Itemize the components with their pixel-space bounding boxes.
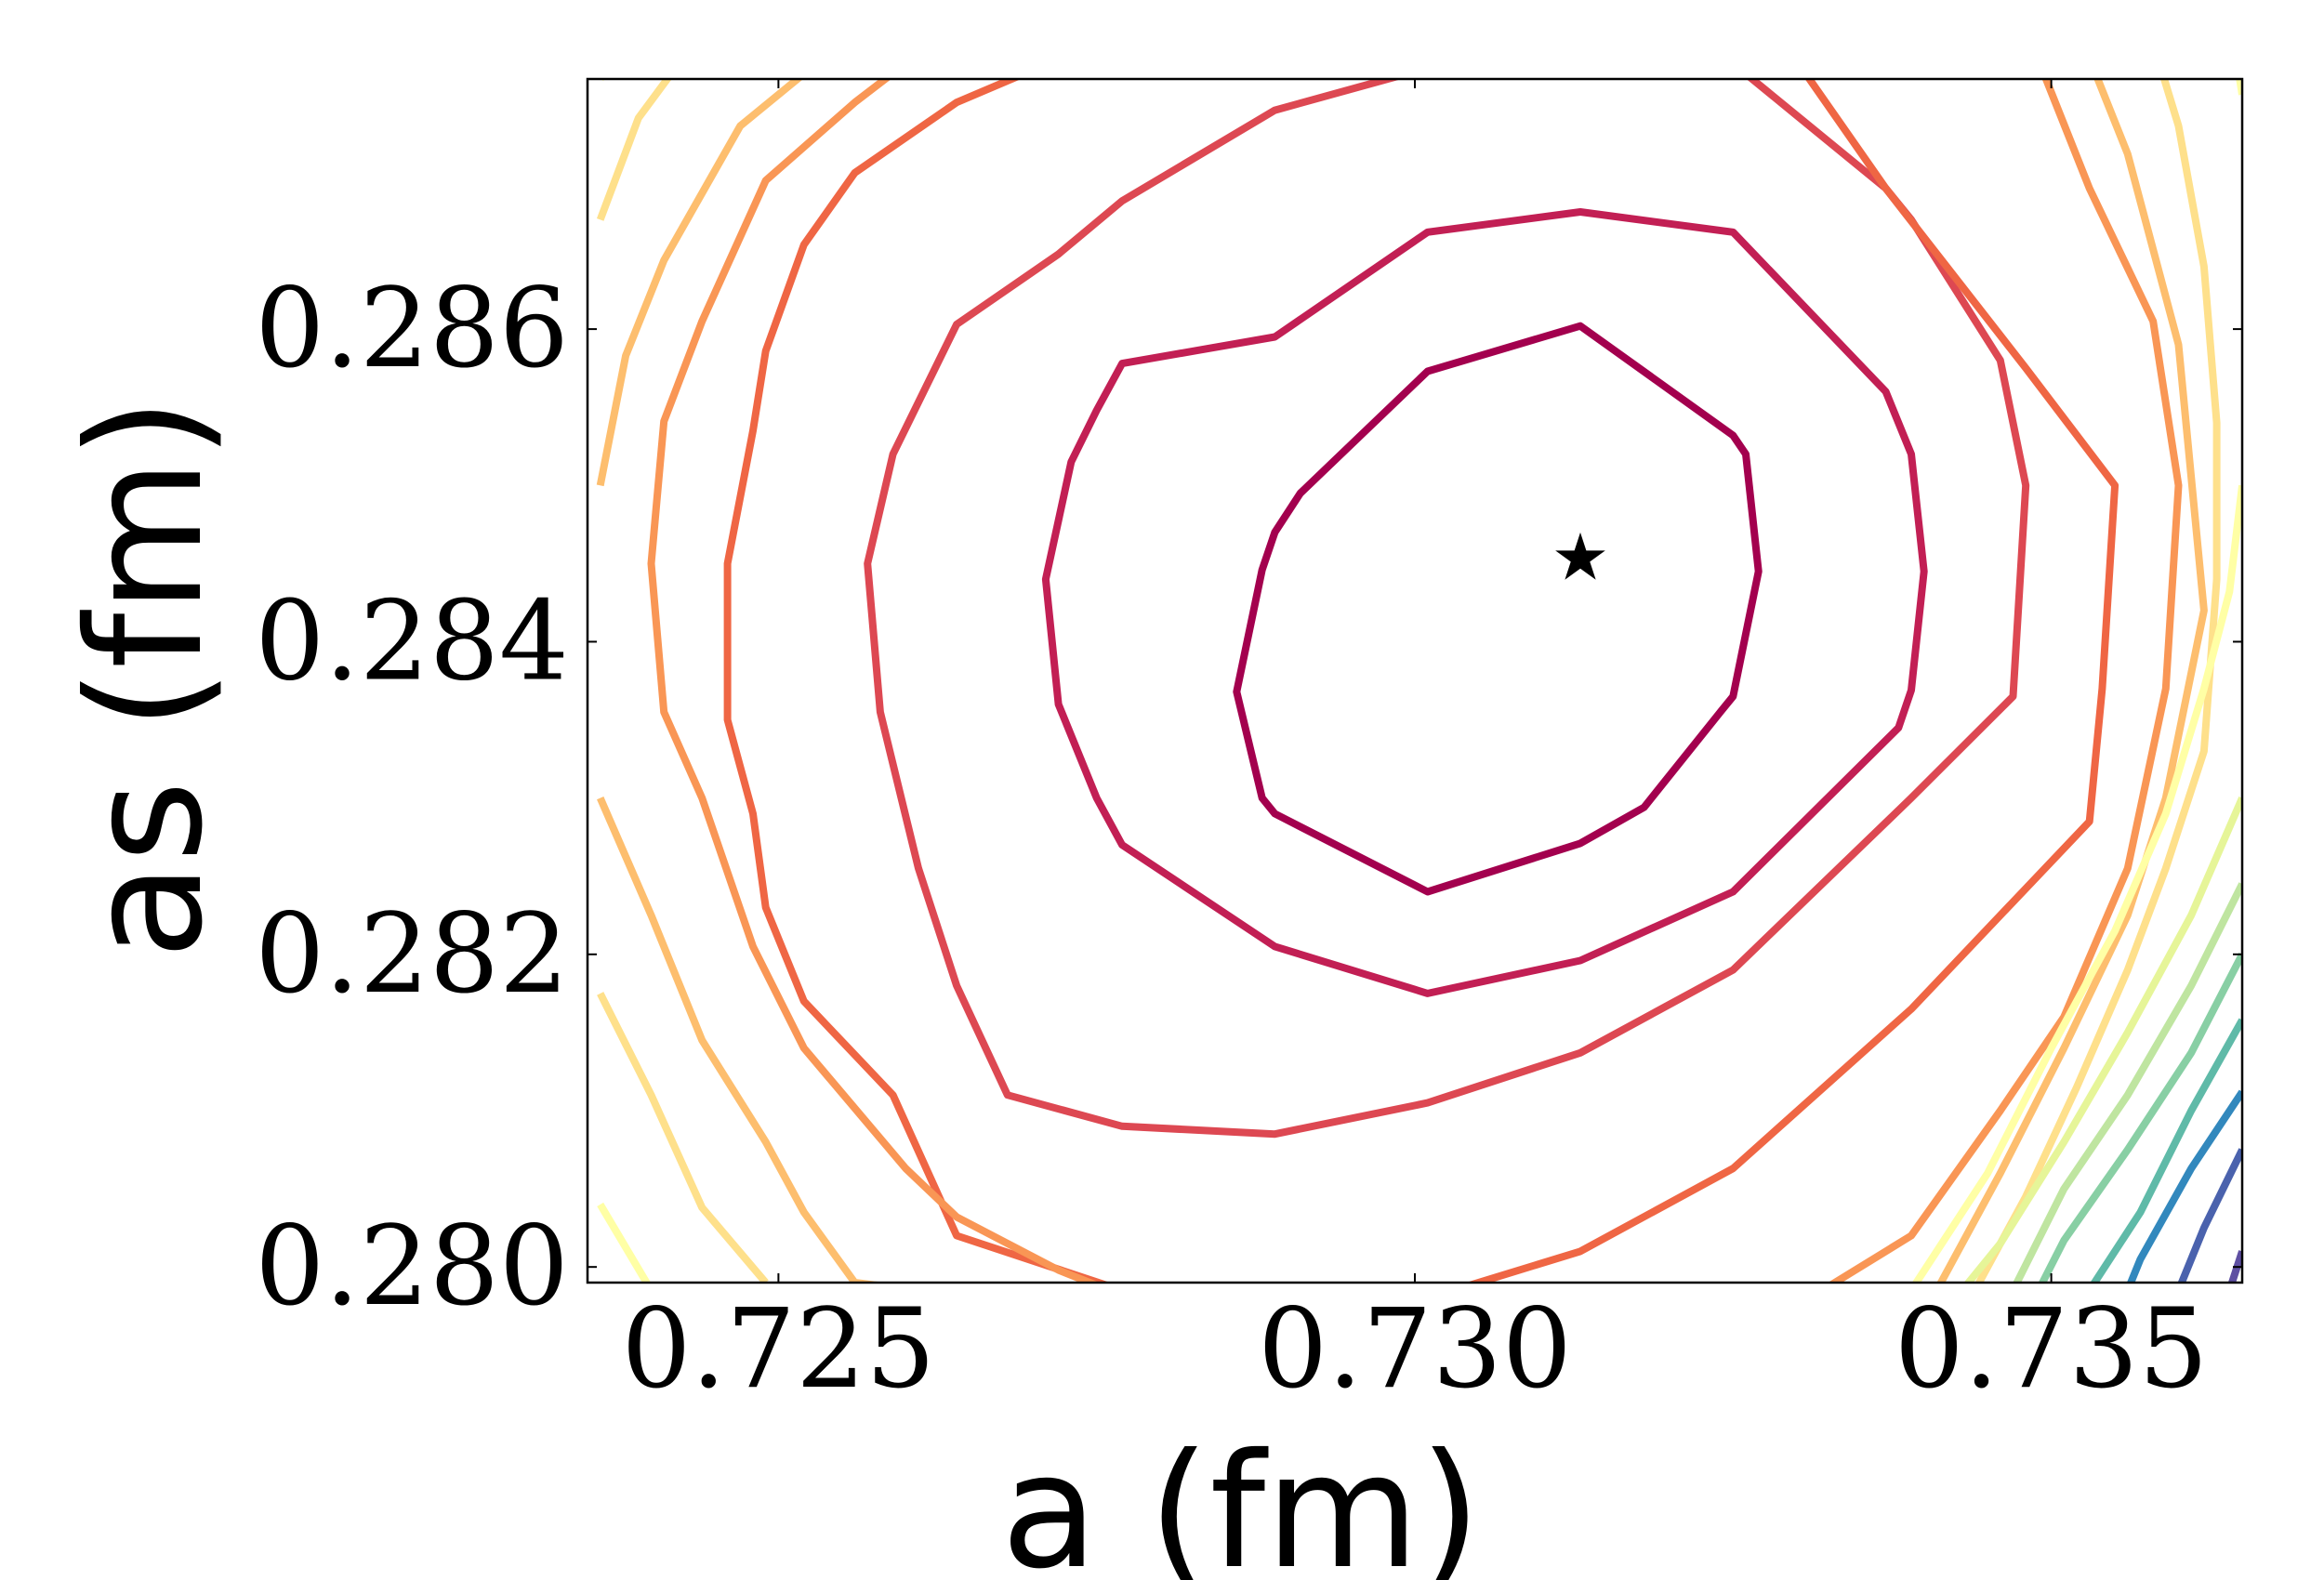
contour-open-18 bbox=[2126, 1089, 2242, 1283]
y-tick-label: 0.282 bbox=[255, 889, 569, 1018]
contour-closed-3 bbox=[864, 79, 2030, 1139]
y-axis-label: as (fm) bbox=[54, 398, 238, 960]
contour-open-8 bbox=[597, 1202, 652, 1283]
y-tick-label: 0.284 bbox=[255, 576, 569, 704]
contour-lines bbox=[596, 79, 2242, 1283]
contour-open-15 bbox=[2013, 882, 2242, 1283]
contour-open-12 bbox=[2236, 79, 2242, 96]
contour-open-20 bbox=[2227, 1250, 2242, 1283]
minimum-marker-layer: ★ bbox=[1552, 519, 1610, 595]
contour-open-9 bbox=[1828, 79, 2183, 1283]
contour-open-2 bbox=[647, 79, 1101, 1283]
x-axis-label: a (fm) bbox=[1001, 1420, 1481, 1580]
contour-open-4 bbox=[596, 79, 672, 221]
contour-open-16 bbox=[2038, 952, 2242, 1283]
x-axis-ticks: 0.725 0.730 0.735 bbox=[621, 79, 2209, 1413]
x-tick-label: 0.735 bbox=[1895, 1284, 2209, 1413]
contour-closed-2 bbox=[1041, 208, 1928, 997]
contour-open-3 bbox=[596, 79, 804, 487]
y-axis-ticks: 0.280 0.282 0.284 0.286 bbox=[255, 264, 2242, 1330]
y-tick-label: 0.280 bbox=[255, 1202, 569, 1330]
contour-closed-1 bbox=[1233, 322, 1763, 896]
x-tick-label: 0.725 bbox=[621, 1284, 935, 1413]
contour-open-19 bbox=[2177, 1148, 2242, 1283]
contour-open-5 bbox=[600, 79, 605, 82]
contour-open-7 bbox=[597, 992, 769, 1283]
contour-open-6 bbox=[597, 797, 886, 1283]
contour-open-1 bbox=[723, 79, 2119, 1283]
contour-open-10 bbox=[1936, 79, 2208, 1283]
contour-open-13 bbox=[1911, 484, 2242, 1283]
minimum-star-icon: ★ bbox=[1552, 519, 1610, 595]
y-tick-label: 0.286 bbox=[255, 264, 569, 392]
contour-open-17 bbox=[2090, 1018, 2242, 1283]
contour-open-14 bbox=[1963, 797, 2242, 1283]
x-tick-label: 0.730 bbox=[1258, 1284, 1572, 1413]
